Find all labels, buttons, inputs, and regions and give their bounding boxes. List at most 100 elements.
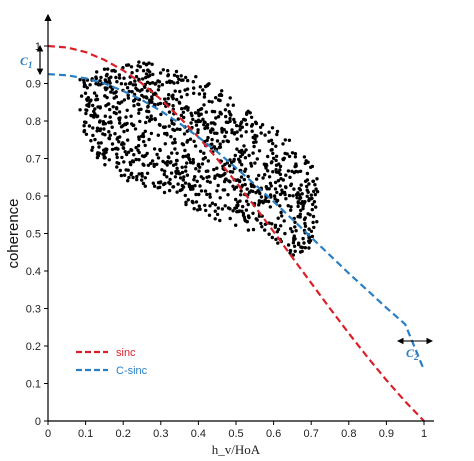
scatter-point bbox=[129, 172, 133, 177]
scatter-point bbox=[238, 199, 242, 203]
scatter-point bbox=[240, 183, 245, 187]
scatter-point bbox=[108, 133, 113, 137]
scatter-point bbox=[206, 135, 210, 140]
scatter-point bbox=[264, 166, 268, 170]
scatter-point bbox=[243, 156, 248, 160]
scatter-point bbox=[224, 114, 228, 119]
scatter-point bbox=[148, 117, 152, 121]
scatter-point bbox=[127, 81, 132, 86]
scatter-point bbox=[101, 152, 105, 156]
scatter-point bbox=[286, 204, 290, 208]
scatter-point bbox=[299, 208, 303, 213]
scatter-point bbox=[267, 232, 271, 236]
scatter-point bbox=[249, 115, 254, 120]
scatter-point bbox=[170, 151, 174, 155]
scatter-point bbox=[220, 89, 224, 93]
scatter-point bbox=[206, 82, 210, 87]
scatter-point bbox=[278, 204, 282, 208]
scatter-point bbox=[271, 156, 276, 160]
scatter-point bbox=[127, 175, 131, 180]
scatter-point bbox=[239, 154, 243, 159]
scatter-point bbox=[268, 193, 273, 197]
scatter-point bbox=[84, 108, 88, 112]
scatter-point bbox=[207, 175, 211, 179]
scatter-point bbox=[193, 144, 198, 148]
scatter-point bbox=[163, 181, 167, 186]
scatter-point bbox=[191, 117, 195, 122]
scatter-point bbox=[288, 175, 292, 179]
scatter-point bbox=[298, 212, 302, 216]
scatter-point bbox=[296, 191, 300, 195]
scatter-point bbox=[283, 192, 287, 197]
scatter-point bbox=[133, 79, 137, 83]
scatter-point bbox=[255, 177, 259, 181]
scatter-point bbox=[247, 153, 251, 158]
scatter-point bbox=[174, 69, 179, 74]
scatter-point bbox=[180, 170, 185, 175]
scatter-point bbox=[182, 175, 186, 179]
scatter-point bbox=[137, 111, 141, 115]
scatter-point bbox=[95, 152, 100, 156]
scatter-point bbox=[274, 158, 278, 163]
scatter-point bbox=[201, 88, 205, 92]
scatter-point bbox=[117, 116, 121, 121]
scatter-point bbox=[166, 96, 170, 101]
y-tick-label: 0.4 bbox=[26, 266, 41, 278]
scatter-point bbox=[294, 229, 298, 233]
scatter-point bbox=[254, 140, 258, 144]
scatter-point bbox=[251, 183, 255, 187]
scatter-point bbox=[298, 197, 302, 201]
scatter-point bbox=[167, 79, 172, 83]
scatter-point bbox=[290, 169, 294, 173]
scatter-point bbox=[166, 74, 170, 78]
scatter-point bbox=[136, 102, 140, 106]
scatter-point bbox=[158, 181, 162, 185]
scatter-point bbox=[269, 184, 273, 188]
scatter-point bbox=[268, 181, 273, 185]
scatter-point bbox=[293, 220, 297, 224]
scatter-point bbox=[203, 203, 207, 207]
scatter-point bbox=[268, 205, 272, 209]
annotation-label: C1 bbox=[20, 54, 33, 70]
scatter-point bbox=[82, 129, 86, 134]
scatter-point bbox=[186, 78, 190, 83]
scatter-point bbox=[167, 124, 171, 128]
scatter-point bbox=[235, 147, 239, 151]
scatter-point bbox=[187, 156, 191, 160]
scatter-point bbox=[287, 193, 292, 198]
scatter-point bbox=[175, 97, 179, 102]
scatter-point bbox=[251, 211, 255, 215]
scatter-point bbox=[120, 100, 124, 104]
scatter-point bbox=[298, 169, 303, 173]
scatter-point bbox=[117, 140, 121, 144]
scatter-point bbox=[232, 157, 236, 162]
scatter-point bbox=[121, 146, 126, 150]
scatter-point bbox=[89, 139, 93, 143]
scatter-point bbox=[118, 168, 123, 173]
scatter-point bbox=[228, 119, 232, 124]
scatter-point bbox=[86, 96, 91, 100]
scatter-point bbox=[162, 190, 167, 195]
scatter-point bbox=[200, 162, 205, 166]
scatter-point bbox=[202, 151, 206, 155]
scatter-point bbox=[144, 72, 149, 76]
scatter-point bbox=[213, 217, 217, 221]
scatter-point bbox=[141, 162, 145, 166]
scatter-point bbox=[140, 154, 145, 158]
scatter-point bbox=[143, 129, 147, 133]
scatter-point bbox=[223, 177, 228, 182]
scatter-point bbox=[181, 154, 186, 159]
scatter-point bbox=[296, 204, 300, 209]
scatter-point bbox=[149, 131, 154, 136]
scatter-point bbox=[90, 148, 94, 152]
scatter-point bbox=[300, 200, 305, 204]
scatter-point bbox=[178, 89, 182, 94]
scatter-point bbox=[219, 93, 224, 98]
scatter-point bbox=[258, 191, 262, 196]
scatter-point bbox=[95, 129, 99, 133]
scatter-point bbox=[303, 179, 308, 183]
x-tick-label: 0 bbox=[45, 428, 51, 440]
scatter-point bbox=[288, 248, 293, 253]
scatter-point bbox=[201, 117, 205, 122]
scatter-point bbox=[202, 92, 207, 96]
